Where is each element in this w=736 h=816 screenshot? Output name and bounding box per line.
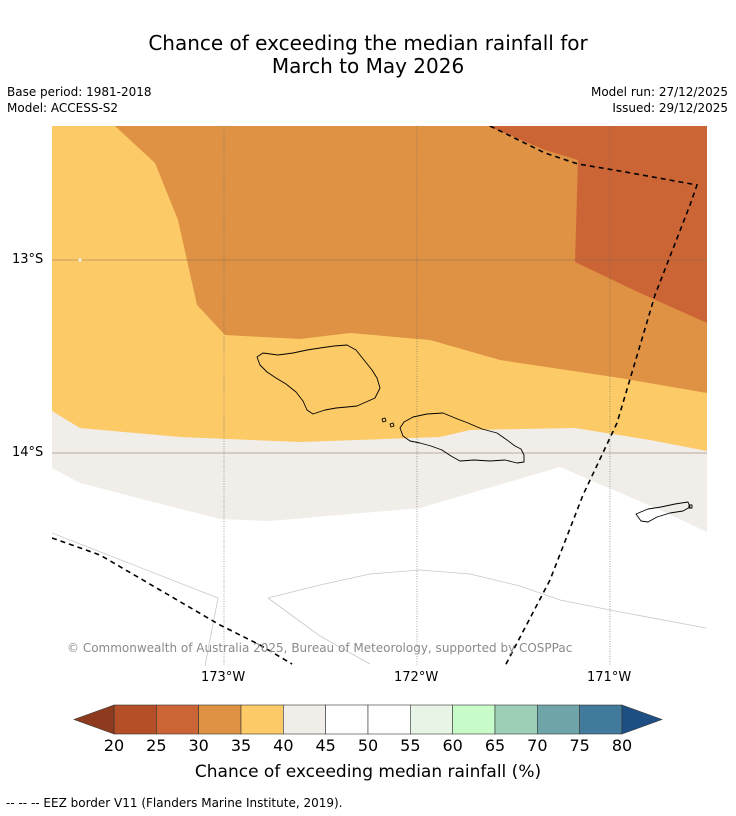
colorbar-segment xyxy=(410,704,453,735)
small-islet-outline xyxy=(688,504,693,509)
islands xyxy=(256,344,693,523)
colorbar-segment xyxy=(283,704,326,735)
model-run-date: Model run: 27/12/2025 xyxy=(590,85,728,99)
colorbar xyxy=(73,704,663,735)
band-25-30 xyxy=(488,126,707,323)
colorbar-segment xyxy=(367,704,411,735)
small-islet-outline xyxy=(389,422,395,428)
map-panel xyxy=(52,126,707,666)
colorbar-tick-label: 30 xyxy=(188,736,209,755)
upolu-island-outline xyxy=(399,412,525,464)
savaii-island-outline xyxy=(256,344,381,415)
colorbar-segment xyxy=(113,704,157,735)
colorbar-tick-label: 55 xyxy=(400,736,421,755)
colorbar-tick-label: 60 xyxy=(442,736,463,755)
colorbar-segment xyxy=(325,704,369,735)
lon-label-173w: 173°W xyxy=(201,670,246,685)
small-islet-outline xyxy=(381,417,387,423)
colorbar-tick-label: 65 xyxy=(484,736,506,755)
eez-legend-note: -- -- -- EEZ border V11 (Flanders Marine… xyxy=(6,796,343,810)
colorbar-segment xyxy=(156,704,199,735)
base-period: Base period: 1981-2018 xyxy=(7,85,152,99)
colorbar-segment xyxy=(579,704,623,735)
issued-date: Issued: 29/12/2025 xyxy=(612,101,728,115)
colorbar-tick-label: 80 xyxy=(611,736,633,755)
colorbar-segment xyxy=(494,704,538,735)
lon-label-172w: 172°W xyxy=(394,670,439,685)
faint-boundaries xyxy=(52,532,707,666)
colorbar-tick-label: 70 xyxy=(527,736,548,755)
colorbar-high-extend xyxy=(621,704,663,735)
lon-label-171w: 171°W xyxy=(587,670,632,685)
tutuila-island-outline xyxy=(635,501,691,523)
eez-borders xyxy=(52,126,699,666)
colorbar-tick-label: 75 xyxy=(569,736,590,755)
atoll-marker xyxy=(78,258,82,262)
colorbar-segment xyxy=(537,704,580,735)
map-title-line2: March to May 2026 xyxy=(271,54,465,78)
colorbar-tick-label: 45 xyxy=(315,736,336,755)
band-30-35 xyxy=(115,126,707,393)
colorbar-title: Chance of exceeding median rainfall (%) xyxy=(194,762,542,782)
lat-label-14s: 14°S xyxy=(12,445,44,460)
colorbar-segment xyxy=(452,704,496,735)
model-name: Model: ACCESS-S2 xyxy=(7,101,119,115)
copyright-notice: © Commonwealth of Australia 2025, Bureau… xyxy=(67,641,573,655)
colorbar-tick-label: 35 xyxy=(230,736,252,755)
colorbar-segment xyxy=(240,704,284,735)
grid-lines xyxy=(52,126,707,666)
colorbar-tick-label: 50 xyxy=(357,736,379,755)
colorbar-low-extend xyxy=(73,704,115,735)
colorbar-tick-label: 40 xyxy=(273,736,294,755)
colorbar-tick-label: 20 xyxy=(103,736,125,755)
map-title-line1: Chance of exceeding the median rainfall … xyxy=(148,31,588,55)
lat-label-13s: 13°S xyxy=(12,252,44,267)
colorbar-tick-label: 25 xyxy=(146,736,167,755)
colorbar-segment xyxy=(198,704,242,735)
